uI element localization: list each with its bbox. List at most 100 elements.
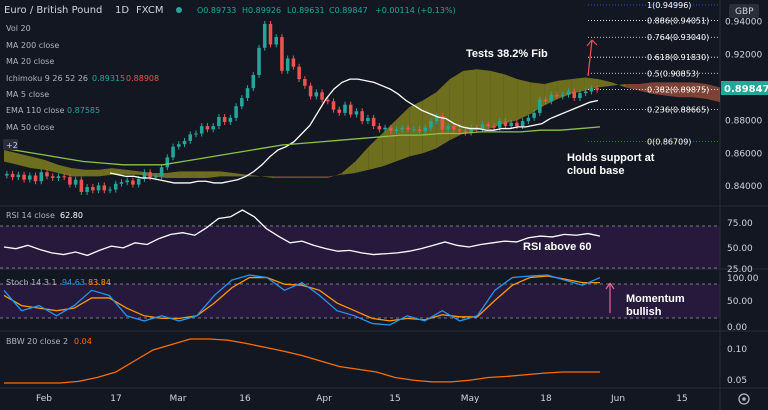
candle-body xyxy=(257,47,261,75)
candle-body xyxy=(463,131,468,133)
price-tick-label: 0.86000 xyxy=(725,149,762,159)
candle-body xyxy=(240,98,244,107)
candle-body xyxy=(520,121,525,127)
stoch-label[interactable]: Stoch 14 3 1 xyxy=(6,278,57,287)
rsi-tick-50: 50.00 xyxy=(727,244,753,254)
legend-ma200[interactable]: MA 200 close xyxy=(6,41,59,50)
cloud-segment xyxy=(382,120,396,167)
candle-body xyxy=(549,94,554,102)
candle-body xyxy=(297,66,301,80)
cloud-segment xyxy=(436,79,450,149)
settings-gear-center-icon xyxy=(742,397,746,401)
indicator-lines xyxy=(3,78,601,384)
fib-retracement[interactable]: 1(0.94996) 0.886(0.94051) 0.764(0.93040) 0.… xyxy=(588,1,720,147)
ohlc-open: O0.89733 xyxy=(197,6,236,15)
rsi-tick-75: 75.00 xyxy=(727,219,753,229)
annotation-momentum-2: bullish xyxy=(626,306,662,318)
legend-ma20[interactable]: MA 20 close xyxy=(6,57,54,66)
rsi-line xyxy=(3,209,601,257)
candle-body xyxy=(583,91,588,94)
candle-body xyxy=(79,179,84,192)
candle-body xyxy=(245,88,250,99)
candle-body xyxy=(503,121,508,127)
last-price-value: 0.89847 xyxy=(724,84,768,95)
cloud-segment xyxy=(706,84,720,103)
rsi-label[interactable]: RSI 14 close xyxy=(6,211,55,220)
candle-body xyxy=(285,58,290,71)
candle-body xyxy=(148,172,152,178)
cloud-segment xyxy=(233,173,248,177)
candle-body xyxy=(417,129,422,132)
time-tick-label: Apr xyxy=(316,394,332,404)
cloud-segment xyxy=(247,174,261,177)
candle-body xyxy=(96,185,101,191)
settings-gear-icon[interactable] xyxy=(738,393,750,405)
source-label: FXCM xyxy=(136,5,164,16)
candle-body xyxy=(280,37,284,71)
fib-level-label: 0.886(0.94051) xyxy=(647,17,709,26)
legend-ema110[interactable]: EMA 110 close xyxy=(6,106,64,115)
candle-body xyxy=(262,23,267,48)
bbw-tick-010: 0.10 xyxy=(727,345,747,355)
cloud-segment xyxy=(328,173,342,178)
candle-body xyxy=(509,122,513,127)
candle-body xyxy=(371,117,376,127)
legend-ichimoku-val2: 0.88908 xyxy=(126,74,159,83)
last-price-tag xyxy=(721,81,768,95)
ichimoku-cloud xyxy=(4,69,720,178)
candle-body xyxy=(348,104,353,115)
candle-body xyxy=(526,117,531,122)
legend-vol20[interactable]: Vol 20 xyxy=(6,24,31,33)
time-tick-label: Jun xyxy=(610,394,625,404)
candle-body xyxy=(497,121,502,128)
candle-body xyxy=(377,126,382,130)
time-tick-label: Feb xyxy=(36,394,52,404)
candle-body xyxy=(125,180,129,183)
time-tick-label: May xyxy=(461,394,480,404)
market-status-icon xyxy=(176,7,182,13)
cloud-segment xyxy=(463,69,477,134)
candle-body xyxy=(22,174,26,180)
cloud-segment xyxy=(301,176,315,178)
candle-body xyxy=(108,189,112,191)
bbw-tick-005: 0.05 xyxy=(727,376,747,386)
bbw-label[interactable]: BBW 20 close 2 xyxy=(6,337,68,346)
candle-body xyxy=(194,133,198,135)
candle-body xyxy=(91,187,95,191)
candle-body xyxy=(68,177,72,185)
cloud-segment xyxy=(503,74,518,124)
ema110-line xyxy=(3,126,601,166)
legend-ma50[interactable]: MA 50 close xyxy=(6,123,54,132)
candle-body xyxy=(320,92,324,100)
time-tick-label: 16 xyxy=(239,394,251,404)
candle-body xyxy=(480,124,485,130)
cloud-segment xyxy=(85,169,99,177)
collapse-badge[interactable] xyxy=(3,139,18,150)
legend-ichimoku[interactable]: Ichimoku 9 26 52 26 xyxy=(6,74,88,83)
cloud-segment xyxy=(692,82,707,99)
cloud-segment xyxy=(490,70,504,129)
candle-body xyxy=(337,109,342,113)
candle-body xyxy=(56,176,61,178)
candle-body xyxy=(251,74,256,89)
candle-body xyxy=(572,91,576,99)
cloud-segment xyxy=(368,133,383,170)
cloud-segment xyxy=(638,82,653,94)
time-tick-label: 15 xyxy=(389,394,400,404)
legend-ma5[interactable]: MA 5 close xyxy=(6,90,49,99)
candle-body xyxy=(16,174,21,178)
bbw-line xyxy=(4,338,600,384)
currency-button[interactable] xyxy=(729,4,759,18)
cloud-segment xyxy=(193,171,207,178)
candle-body xyxy=(411,129,416,131)
cloud-segment xyxy=(611,82,626,88)
candle-body xyxy=(434,116,439,122)
cloud-segment xyxy=(98,168,113,177)
candle-body xyxy=(45,172,49,177)
price-tick-label: 0.94000 xyxy=(725,17,762,27)
candle-body xyxy=(394,129,399,132)
annotation-momentum-1: Momentum xyxy=(626,293,685,305)
candle-body xyxy=(566,91,571,95)
candle-body xyxy=(326,99,330,102)
rsi-value: 62.80 xyxy=(60,211,83,220)
